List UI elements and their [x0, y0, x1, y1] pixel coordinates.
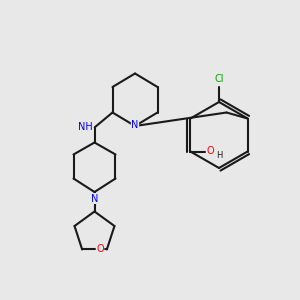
Text: H: H — [216, 152, 222, 160]
Text: O: O — [207, 146, 214, 157]
Text: N: N — [91, 194, 98, 203]
Text: O: O — [96, 244, 104, 254]
Text: Cl: Cl — [214, 74, 224, 84]
Text: NH: NH — [78, 122, 93, 133]
Text: N: N — [131, 119, 139, 130]
